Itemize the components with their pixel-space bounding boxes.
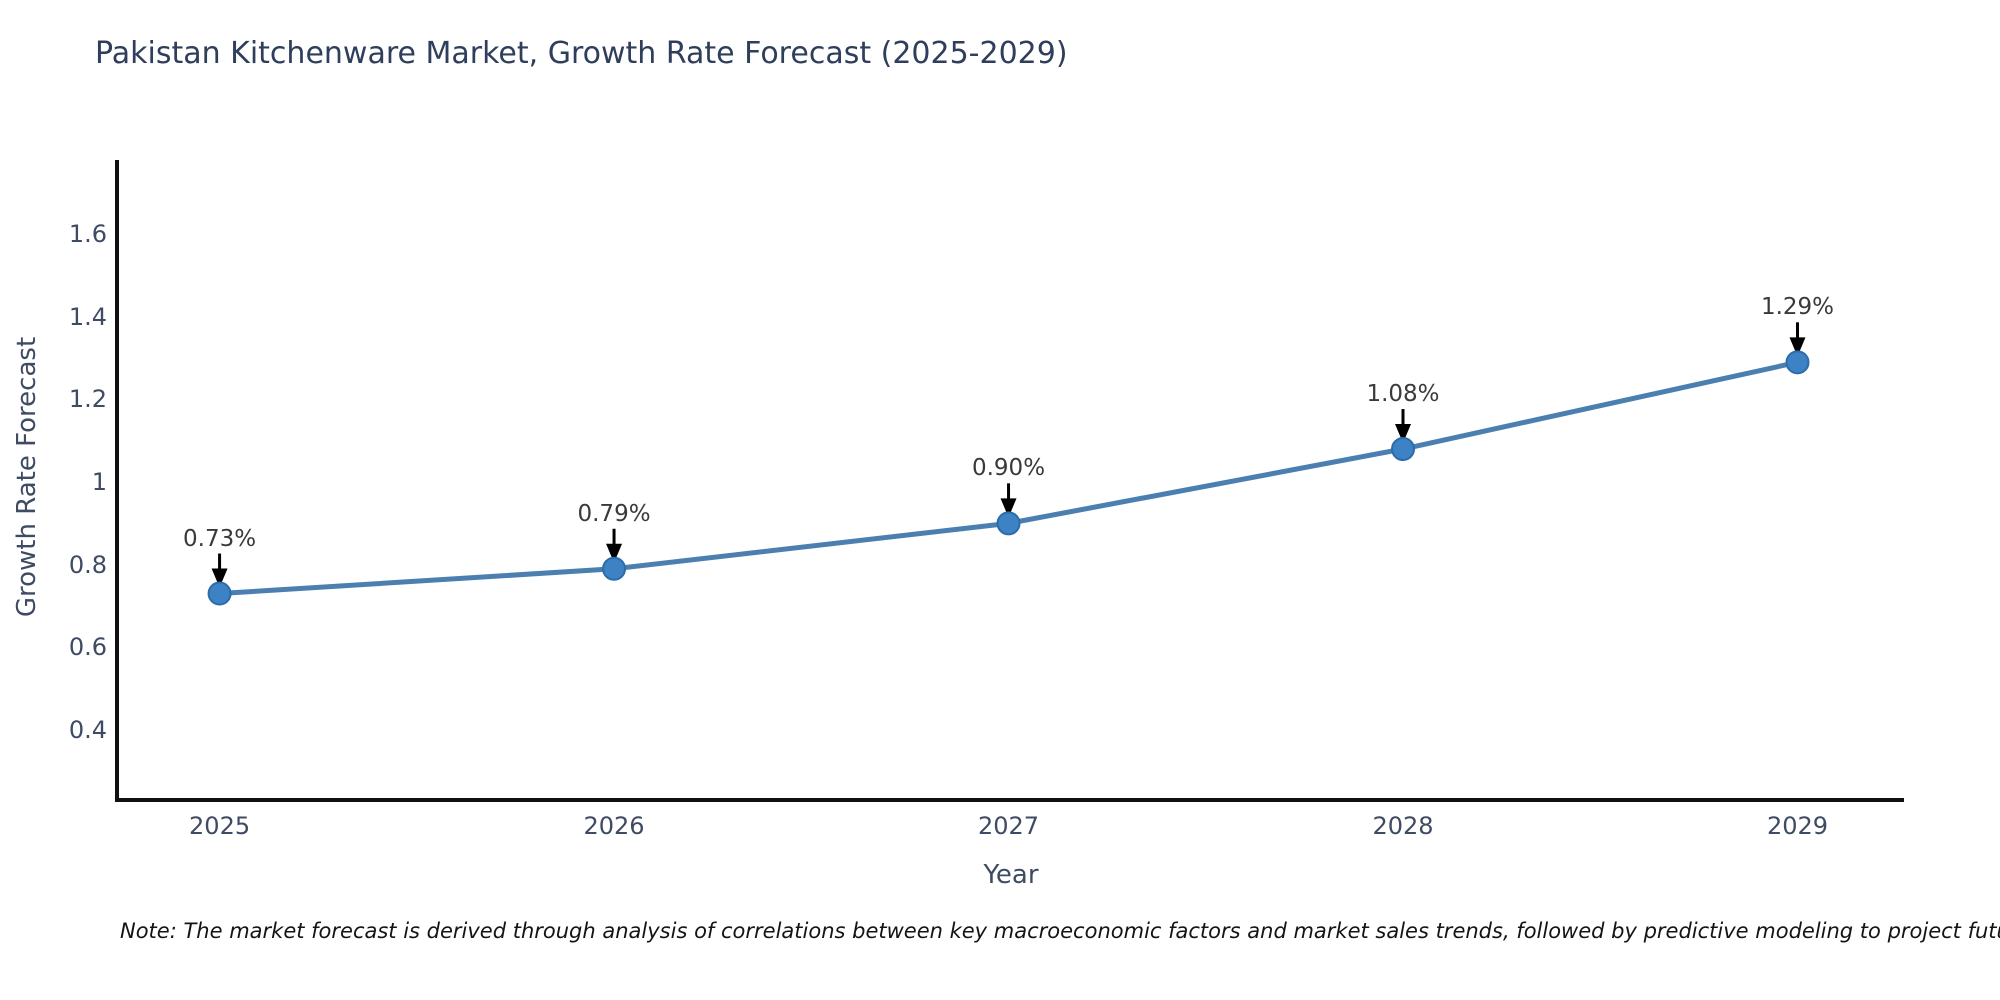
annotation-arrowhead (1395, 424, 1412, 444)
annotation-arrowhead (606, 543, 623, 563)
data-point-marker (207, 581, 232, 606)
y-tick-label: 1 (91, 468, 107, 497)
annotation-arrowhead (1789, 337, 1806, 357)
annotation-label: 1.08% (1366, 381, 1440, 408)
data-point-marker (996, 511, 1021, 536)
y-tick-label: 1.4 (68, 302, 107, 331)
x-axis-title: Year (983, 860, 1039, 890)
annotation-label: 1.29% (1760, 294, 1835, 321)
annotation-arrowhead (1000, 498, 1017, 518)
y-tick-label: 0.6 (68, 633, 107, 662)
y-tick-label: 0.8 (68, 550, 107, 579)
annotation-label: 0.90% (971, 455, 1046, 482)
y-tick-label: 0.4 (68, 715, 107, 744)
y-tick-label: 1.6 (68, 220, 107, 249)
data-point-marker (602, 556, 627, 581)
x-tick-label: 2028 (1372, 812, 1434, 840)
data-point-marker (1785, 350, 1810, 375)
data-point-marker (1391, 437, 1416, 462)
annotation-label: 0.79% (577, 500, 651, 527)
x-tick-label: 2026 (583, 812, 645, 840)
chart-note: Note: The market forecast is derived thr… (120, 919, 2000, 943)
y-tick-label: 1.2 (68, 385, 107, 414)
annotation-arrowhead (211, 568, 228, 588)
x-tick-label: 2029 (1766, 812, 1829, 840)
x-tick-label: 2025 (189, 812, 251, 840)
annotation-label: 0.73% (183, 525, 257, 552)
x-tick-label: 2027 (977, 812, 1040, 840)
chart-title: Pakistan Kitchenware Market, Growth Rate… (95, 36, 1068, 71)
